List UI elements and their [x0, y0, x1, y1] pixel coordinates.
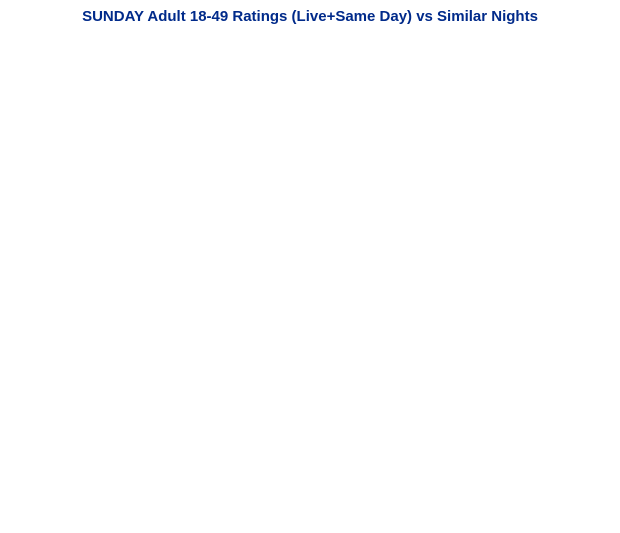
- page-title: SUNDAY Adult 18-49 Ratings (Live+Same Da…: [4, 4, 616, 27]
